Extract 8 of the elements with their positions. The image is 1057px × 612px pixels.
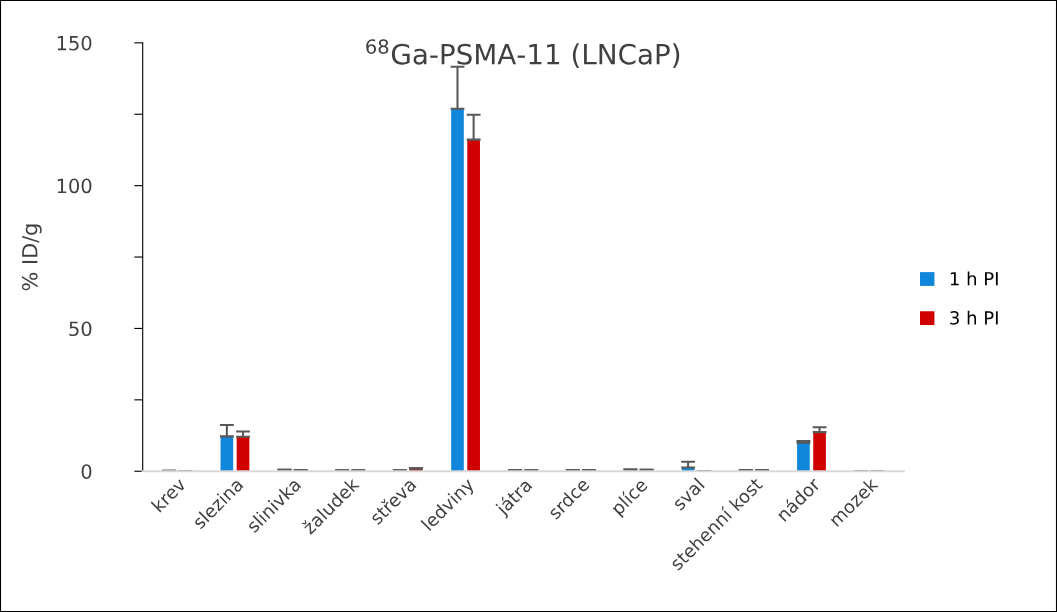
chart-title: $^{68}$Ga-PSMA-11 (LNCaP) [366, 39, 680, 68]
y-tick-label: 100 [57, 178, 92, 194]
legend-label: 1 h PI [950, 271, 998, 286]
y-tick-label: 150 [57, 35, 92, 51]
y-axis-title: % ID/g [21, 224, 42, 291]
legend-label: 3 h PI [950, 310, 998, 325]
y-tick-label: 0 [81, 464, 92, 479]
y-tick-label: 50 [69, 321, 92, 337]
